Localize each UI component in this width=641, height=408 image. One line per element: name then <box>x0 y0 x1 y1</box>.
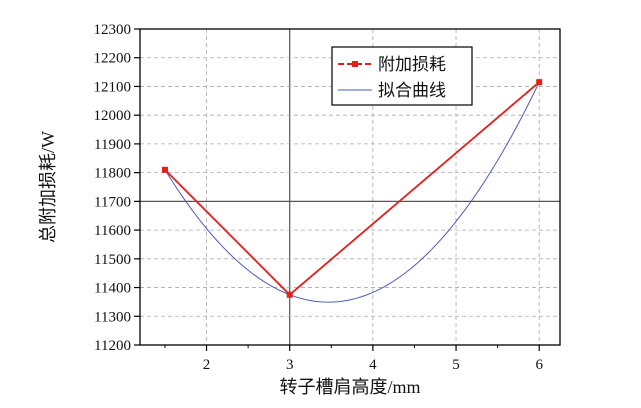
legend-box <box>331 46 473 106</box>
x-tick-label: 3 <box>286 357 294 373</box>
x-tick-label: 6 <box>535 357 543 373</box>
y-tick-label: 11200 <box>94 338 131 354</box>
y-tick-label: 11600 <box>94 223 131 239</box>
y-tick-label: 11500 <box>94 252 131 268</box>
y-tick-label: 11800 <box>94 166 131 182</box>
y-axis-title: 总附加损耗/W <box>38 131 58 243</box>
y-tick-label: 12200 <box>94 51 132 67</box>
series-fit-curve <box>164 81 540 303</box>
y-tick-label: 11700 <box>94 194 131 210</box>
series-loss-point <box>286 291 293 298</box>
y-tick-label: 12100 <box>94 79 132 95</box>
series-loss-point <box>536 79 543 86</box>
legend-label-loss: 附加损耗 <box>378 55 446 74</box>
x-tick-label: 5 <box>452 357 460 373</box>
plot-frame <box>139 28 561 346</box>
y-tick-label: 12300 <box>94 22 132 38</box>
x-axis-title: 转子槽肩高度/mm <box>279 377 420 397</box>
ticks-layer: 2 3 4 5 6 11200 11300 11400 11500 11600 11700 11800… <box>94 22 544 373</box>
legend: 附加损耗 拟合曲线 <box>331 46 473 106</box>
y-tick-label: 11900 <box>94 137 131 153</box>
legend-marker-loss <box>352 61 358 67</box>
series-loss-point <box>161 166 168 173</box>
grid-layer <box>140 29 560 345</box>
legend-label-fit: 拟合曲线 <box>378 81 446 100</box>
y-tick-label: 11400 <box>94 281 131 297</box>
y-tick-label: 12000 <box>94 108 132 124</box>
x-tick-label: 4 <box>369 357 377 373</box>
series-loss-line <box>164 81 540 296</box>
x-tick-label: 2 <box>203 357 211 373</box>
y-tick-label: 11300 <box>94 309 131 325</box>
series-layer <box>161 79 543 303</box>
